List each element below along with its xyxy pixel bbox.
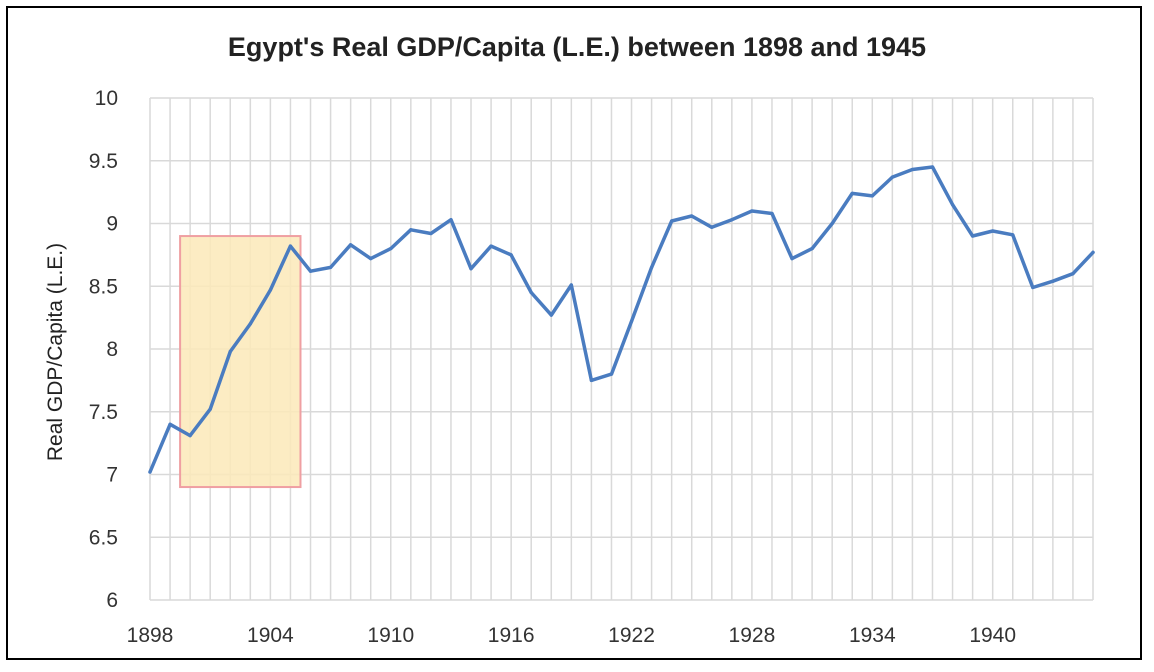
data-point: [369, 257, 373, 261]
data-point: [991, 229, 995, 233]
data-point: [1071, 272, 1075, 276]
x-tick-label: 1910: [367, 624, 414, 647]
data-point: [750, 209, 754, 213]
data-point: [870, 194, 874, 198]
data-point: [228, 349, 232, 354]
data-point: [489, 244, 493, 248]
data-point: [168, 422, 172, 426]
x-tick-label: 1922: [608, 624, 655, 647]
data-point: [730, 218, 734, 222]
data-point: [288, 244, 293, 248]
x-tick-label: 1934: [849, 624, 896, 647]
data-point: [649, 265, 654, 270]
y-tick-label: 6.5: [89, 526, 118, 549]
data-point: [208, 407, 212, 411]
x-tick-label: 1916: [488, 624, 535, 647]
data-point: [449, 218, 453, 222]
x-tick-label: 1898: [127, 624, 174, 647]
series-layer: [148, 165, 1095, 474]
data-point: [930, 165, 935, 169]
horizontal-gridlines: [150, 97, 1093, 601]
data-point: [830, 221, 834, 226]
data-point: [429, 231, 433, 236]
data-point: [248, 322, 252, 326]
data-point: [589, 378, 594, 382]
data-point: [670, 219, 674, 223]
x-tick-label: 1904: [247, 624, 294, 647]
data-point: [971, 234, 975, 238]
data-point: [268, 288, 272, 292]
y-axis-label: Real GDP/Capita (L.E.): [44, 243, 67, 461]
data-point: [1011, 233, 1015, 237]
x-tick-label: 1928: [729, 624, 776, 647]
data-point: [629, 319, 634, 323]
data-point: [790, 257, 794, 261]
highlight-region: [179, 235, 302, 489]
data-point: [509, 253, 513, 257]
y-tick-label: 8: [106, 338, 118, 361]
y-tick-label: 6: [106, 589, 118, 612]
data-point: [469, 267, 473, 271]
y-tick-label: 10: [95, 87, 118, 110]
data-point: [690, 214, 694, 218]
y-tick-label: 9: [106, 213, 118, 236]
data-point: [950, 203, 955, 207]
data-point: [549, 313, 553, 317]
data-point: [770, 211, 774, 216]
y-tick-label: 9.5: [89, 150, 118, 173]
x-tick-label: 1940: [969, 624, 1016, 647]
data-point: [710, 225, 714, 229]
data-point: [1051, 279, 1055, 283]
y-tick-label: 8.5: [89, 275, 118, 298]
data-point: [308, 269, 313, 273]
data-point: [890, 175, 894, 179]
y-tick-label: 7.5: [89, 401, 118, 424]
y-tick-label: 7: [106, 464, 118, 487]
series-line: [148, 165, 1095, 474]
data-point: [810, 247, 814, 251]
data-point: [148, 470, 152, 474]
data-point: [1091, 250, 1095, 254]
data-point: [569, 283, 573, 287]
data-point: [188, 433, 192, 438]
data-point: [1031, 285, 1035, 290]
data-point: [850, 191, 854, 195]
data-point: [409, 228, 413, 232]
data-point: [328, 265, 333, 270]
x-tick-labels: 1898 1904 1910 1916 1922 1928 1934 1940: [127, 624, 1016, 647]
chart-title: Egypt's Real GDP/Capita (L.E.) between 1…: [228, 32, 926, 62]
data-point: [609, 372, 614, 376]
data-point: [529, 290, 533, 295]
y-tick-labels: 6 6.5 7 7.5 8 8.5 9 9.5 10: [89, 87, 118, 612]
data-point: [389, 247, 393, 251]
data-point: [349, 243, 353, 247]
data-point: [910, 167, 915, 172]
